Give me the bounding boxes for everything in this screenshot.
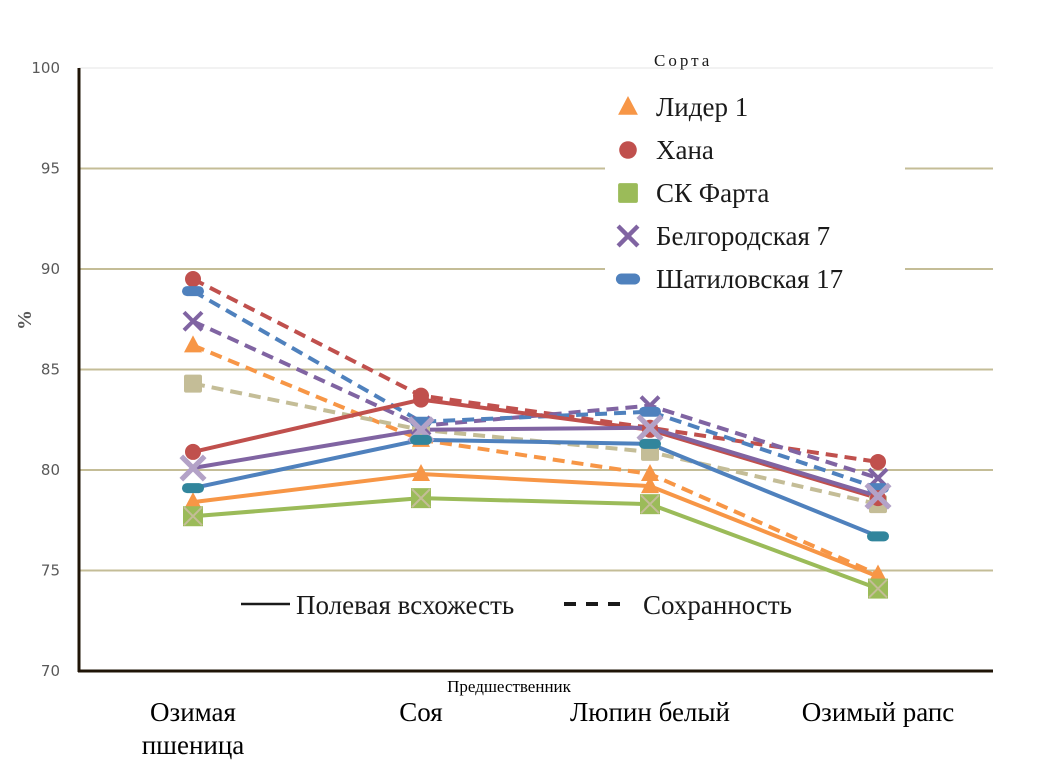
- circle-marker: [185, 443, 201, 460]
- y-tick-label: 85: [41, 361, 60, 379]
- legend-title: Сорта: [654, 51, 712, 70]
- y-axis-label: %: [14, 310, 36, 330]
- y-tick-label: 95: [41, 160, 60, 178]
- circle-marker: [185, 271, 201, 288]
- x-marker: [640, 494, 660, 514]
- triangle-marker: [412, 464, 430, 482]
- x-marker: [616, 224, 640, 248]
- legend-item: СК Фарта: [618, 178, 769, 208]
- dash-marker: [410, 434, 432, 445]
- square-x-marker: [868, 578, 888, 599]
- triangle-marker: [184, 492, 202, 510]
- legend-label: Белгородская 7: [656, 221, 830, 251]
- x-marker: [868, 578, 888, 599]
- series-line: [192, 425, 879, 499]
- x-marker: [179, 454, 207, 482]
- legend-background: [605, 82, 905, 300]
- dash-marker: [615, 273, 641, 285]
- series-line: [192, 472, 879, 579]
- y-tick-label: 100: [31, 59, 60, 77]
- dash-marker: [639, 438, 661, 449]
- x-tick-label: Озимая: [150, 697, 236, 727]
- circle-marker: [619, 141, 637, 159]
- gridlines: [79, 67, 993, 572]
- legend-label: СК Фарта: [656, 178, 769, 208]
- legend-label: Шатиловская 17: [656, 264, 843, 294]
- circle-marker: [413, 391, 429, 408]
- x-marker: [183, 506, 203, 526]
- legend-label: Хана: [656, 135, 714, 165]
- series-line: [192, 277, 879, 464]
- legend-item: Белгородская 7: [616, 221, 830, 251]
- x-marker: [182, 310, 204, 332]
- y-tick-label: 75: [41, 562, 60, 580]
- square-marker: [618, 183, 638, 203]
- series-line: [192, 319, 879, 480]
- legend-item: Шатиловская 17: [615, 264, 843, 294]
- x-tick-label: Люпин белый: [570, 697, 730, 727]
- x-tick-label: Соя: [399, 697, 442, 727]
- square-x-marker: [411, 488, 431, 509]
- line-style-legend: Полевая всхожесть Сохранность: [238, 588, 828, 622]
- series-markers: [179, 271, 892, 599]
- x-tick-label: пшеница: [142, 730, 245, 760]
- x-marker: [864, 482, 892, 510]
- series-line: [192, 496, 879, 591]
- square-x-marker: [640, 494, 660, 515]
- series-lines: [192, 277, 879, 591]
- x-marker: [411, 488, 431, 508]
- square-marker: [184, 374, 202, 393]
- dash-marker: [867, 531, 889, 542]
- legend-item: Хана: [619, 135, 714, 165]
- dash-marker: [182, 483, 204, 494]
- y-tick-label: 70: [41, 662, 60, 680]
- x-tick-label: Озимый рапс: [802, 697, 955, 727]
- legend-item-dashed: Сохранность: [564, 590, 792, 620]
- square-x-marker: [183, 506, 203, 527]
- y-tick-label: 80: [41, 461, 60, 479]
- circle-marker: [870, 453, 886, 470]
- triangle-marker: [641, 476, 659, 494]
- triangle-marker: [184, 335, 202, 353]
- dash-marker: [639, 406, 661, 417]
- y-tick-label: 90: [41, 260, 60, 278]
- legend-label: Полевая всхожесть: [296, 590, 514, 620]
- dash-marker: [182, 286, 204, 297]
- series-line: [192, 289, 879, 490]
- x-marker: [636, 414, 664, 442]
- triangle-marker: [641, 464, 659, 482]
- series-line: [192, 437, 879, 539]
- series-line: [192, 343, 879, 577]
- legend: Сорта Лидер 1 Хана СК Фарта Белгородская 7 Ш…: [605, 51, 905, 300]
- legend-item-solid: Полевая всхожесть: [241, 590, 514, 620]
- triangle-marker: [618, 96, 638, 115]
- legend-item: Лидер 1: [618, 92, 748, 122]
- legend-label: Сохранность: [643, 590, 792, 620]
- line-style-legend-background: [238, 588, 828, 622]
- legend-label: Лидер 1: [656, 92, 748, 122]
- y-axis-ticks: 70 75 80 85 90 95 100: [31, 59, 60, 680]
- x-axis-label: Предшественник: [447, 677, 572, 696]
